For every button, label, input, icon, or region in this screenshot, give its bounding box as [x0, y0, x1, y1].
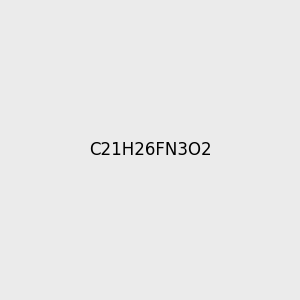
Text: C21H26FN3O2: C21H26FN3O2 [89, 141, 211, 159]
